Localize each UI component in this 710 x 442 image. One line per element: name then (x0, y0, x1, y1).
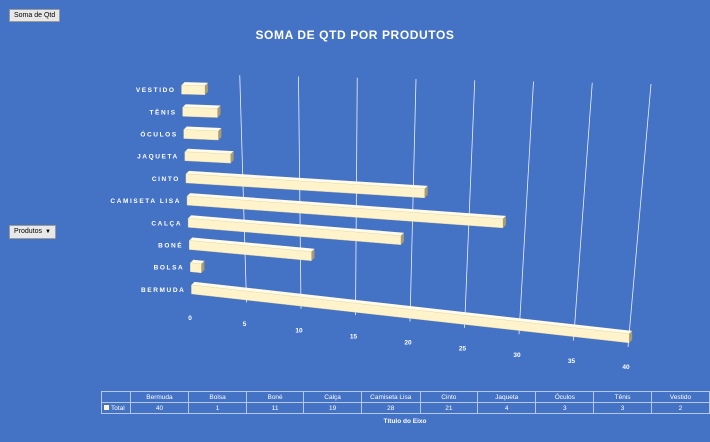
bar-front-face (181, 84, 206, 95)
bar-end-face (204, 82, 208, 95)
gridline (409, 78, 417, 322)
bar-top-face (189, 237, 315, 252)
bar-top-face (190, 259, 205, 264)
gridline (518, 81, 534, 335)
table-value-cell: 21 (419, 402, 479, 414)
table-value-cell: 11 (245, 402, 305, 414)
bar-end-face (424, 185, 428, 198)
table-value-cell: 40 (129, 402, 190, 414)
bar-end-face (629, 330, 633, 343)
gridline (239, 75, 247, 303)
table-row: Total 40 1 11 19 28 21 4 3 3 2 (101, 402, 710, 414)
bar-top-face (191, 281, 633, 334)
bar-top-face (187, 193, 506, 219)
data-table: Bermuda Bolsa Boné Calça Camiseta Lisa C… (101, 391, 710, 414)
gridline (627, 83, 652, 348)
table-header-cell: Óculos (535, 391, 595, 403)
bar-front-face (182, 107, 218, 118)
bar-top-face (188, 215, 404, 236)
bar (181, 82, 208, 95)
legend-key-icon (104, 405, 109, 411)
bar-front-face (183, 129, 219, 141)
gridline (355, 77, 358, 316)
table-header-cell: Cinto (419, 391, 479, 403)
bar (187, 215, 404, 245)
x-axis-title: Título do Eixo (383, 418, 427, 425)
table-value-cell: 19 (303, 402, 362, 414)
table-header-cell: Bolsa (188, 391, 247, 403)
bar-end-face (502, 215, 506, 228)
bar-front-face (190, 262, 202, 274)
bar (182, 104, 221, 118)
table-header-cell: Tênis (593, 391, 652, 403)
bar (191, 281, 633, 344)
x-tick-label: 20 (404, 340, 412, 347)
bar-end-face (201, 260, 205, 273)
axis-labels: 0 5 10 15 20 25 30 35 40 VESTIDO TÊNIS ÓCULOS JAQUET… (110, 87, 630, 371)
x-tick-label: 0 (188, 315, 192, 322)
axis-field-dropdown[interactable]: Produtos ▼ (9, 225, 56, 239)
gridlines (239, 75, 652, 348)
y-category-label: ÓCULOS (140, 130, 177, 139)
table-value-cell: 1 (188, 402, 247, 414)
table-header-cell: Bermuda (129, 391, 190, 403)
x-tick-label: 15 (350, 333, 358, 340)
y-category-label: BOLSA (154, 265, 185, 272)
bar-top-face (184, 148, 234, 155)
bar (189, 237, 315, 261)
chart-title: SOMA DE QTD POR PRODUTOS (255, 28, 455, 42)
y-category-label: CALÇA (151, 220, 182, 227)
bar-top-face (185, 170, 428, 189)
series-name: Total (111, 404, 125, 412)
y-category-label: CINTO (152, 176, 180, 183)
y-category-label: CAMISETA LISA (110, 198, 181, 205)
bar-end-face (217, 105, 221, 118)
table-header-cell: Jaqueta (477, 391, 537, 403)
gridline (573, 82, 593, 341)
x-tick-label: 5 (243, 321, 247, 328)
gridline (298, 76, 302, 309)
table-header-cell: Calça (303, 391, 362, 403)
bars (181, 82, 633, 344)
bar (185, 170, 428, 199)
y-category-label: VESTIDO (136, 87, 176, 94)
x-tick-label: 10 (295, 327, 303, 334)
table-header-row: Bermuda Bolsa Boné Calça Camiseta Lisa C… (101, 391, 710, 403)
table-header-cell: Vestido (650, 391, 710, 403)
table-value-cell: 3 (593, 402, 652, 414)
table-corner-cell (101, 391, 131, 403)
table-value-cell: 28 (360, 402, 421, 414)
x-tick-label: 40 (622, 364, 630, 371)
bar (190, 259, 205, 274)
table-header-cell: Boné (245, 391, 305, 403)
x-tick-label: 30 (513, 352, 521, 359)
y-category-label: JAQUETA (137, 154, 179, 161)
bar (183, 126, 222, 141)
y-category-label: BONÉ (158, 241, 183, 250)
bar-end-face (218, 128, 222, 141)
bar-end-face (400, 232, 404, 245)
legend-cell: Total (101, 402, 131, 414)
values-field-button[interactable]: Soma de Qtd (9, 9, 61, 22)
dropdown-arrow-icon: ▼ (45, 229, 51, 235)
bar-top-face (181, 82, 208, 86)
bar (186, 193, 506, 229)
gridline (464, 80, 476, 328)
bar (184, 148, 234, 164)
bar-end-face (311, 248, 315, 261)
axis-field-label: Produtos (14, 228, 43, 235)
table-value-cell: 4 (477, 402, 537, 414)
values-field-label: Soma de Qtd (14, 12, 56, 19)
y-category-label: TÊNIS (149, 107, 176, 116)
table-value-cell: 2 (650, 402, 710, 414)
x-tick-label: 35 (568, 358, 576, 365)
y-category-label: BERMUDA (141, 287, 185, 294)
bar-end-face (230, 151, 234, 164)
table-header-cell: Camiseta Lisa (360, 391, 421, 403)
x-tick-label: 25 (459, 346, 467, 353)
table-value-cell: 3 (535, 402, 595, 414)
